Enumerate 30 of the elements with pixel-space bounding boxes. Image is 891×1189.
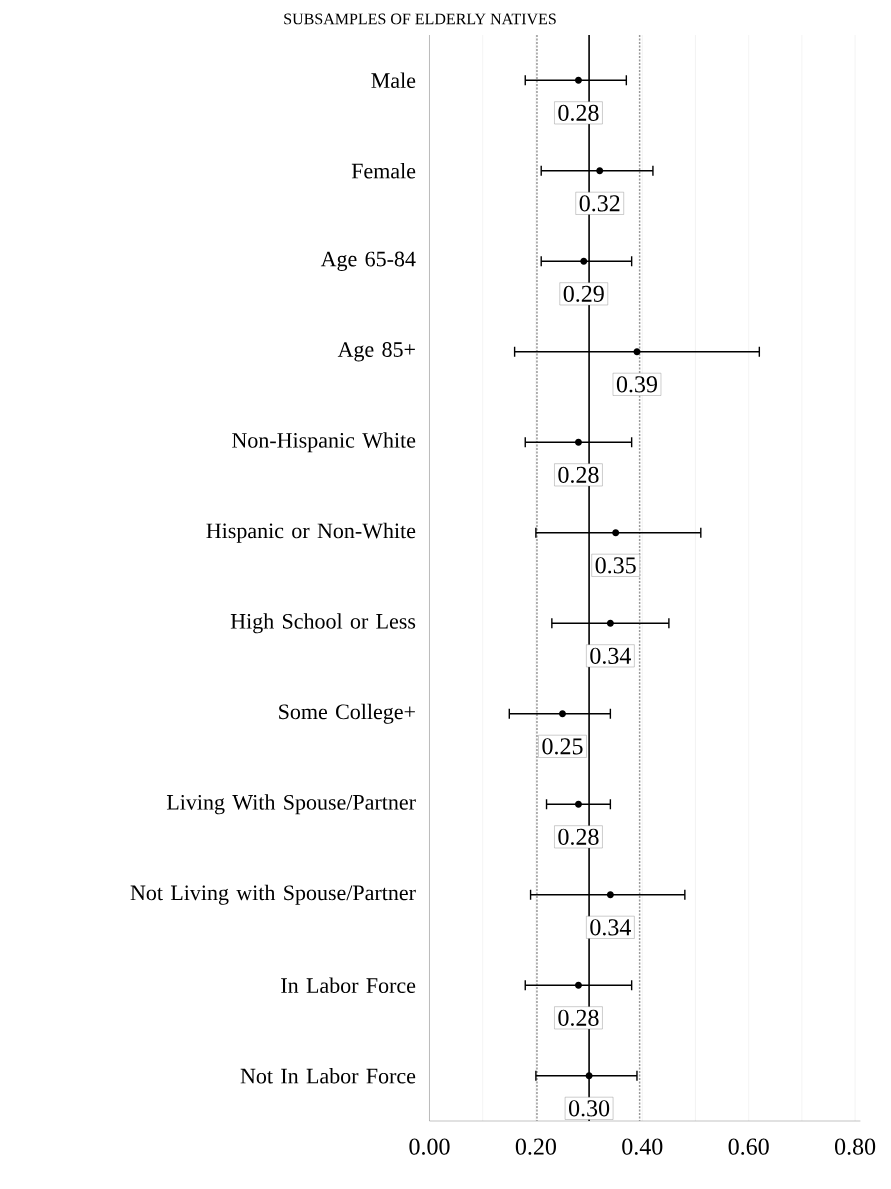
- x-tick-label: 0.40: [622, 1138, 663, 1155]
- data-label: 0.28: [558, 466, 599, 483]
- data-label: 0.30: [569, 1100, 610, 1117]
- x-tick-label: 0.00: [409, 1138, 450, 1155]
- y-tick-label: Male: [371, 72, 416, 89]
- data-label: 0.28: [558, 1009, 599, 1026]
- x-tick-label: 0.60: [728, 1138, 769, 1155]
- y-tick-label: Age 85+: [337, 342, 415, 362]
- y-tick-label: Non-Hispanic White: [232, 432, 416, 453]
- x-tick-label: 0.20: [515, 1138, 556, 1155]
- y-tick-label: In Labor Force: [281, 977, 416, 993]
- y-tick-label: Some College+: [279, 703, 415, 724]
- data-label: 0.25: [542, 738, 583, 755]
- data-label: 0.34: [590, 919, 631, 936]
- data-label: 0.35: [595, 557, 636, 574]
- data-label: 0.28: [558, 104, 599, 121]
- y-tick-label: Living With Spouse/Partner: [166, 794, 416, 815]
- y-tick-label: Not Living with Spouse/Partner: [130, 884, 416, 905]
- data-label: 0.32: [579, 195, 620, 212]
- x-tick-label: 0.80: [835, 1138, 876, 1155]
- chart-title: SUBSAMPLES OF ELDERLY NATIVES: [284, 13, 556, 25]
- y-tick-label: Hispanic or Non-White: [206, 522, 416, 543]
- data-label: 0.39: [616, 376, 657, 393]
- y-tick-label: Not In Labor Force: [240, 1068, 416, 1084]
- y-tick-label: Age 65-84: [320, 251, 416, 271]
- data-label: 0.34: [590, 647, 631, 664]
- y-tick-label: Female: [351, 163, 416, 179]
- data-label: 0.29: [563, 285, 604, 302]
- data-label: 0.28: [558, 828, 599, 845]
- y-tick-label: High School or Less: [230, 613, 416, 634]
